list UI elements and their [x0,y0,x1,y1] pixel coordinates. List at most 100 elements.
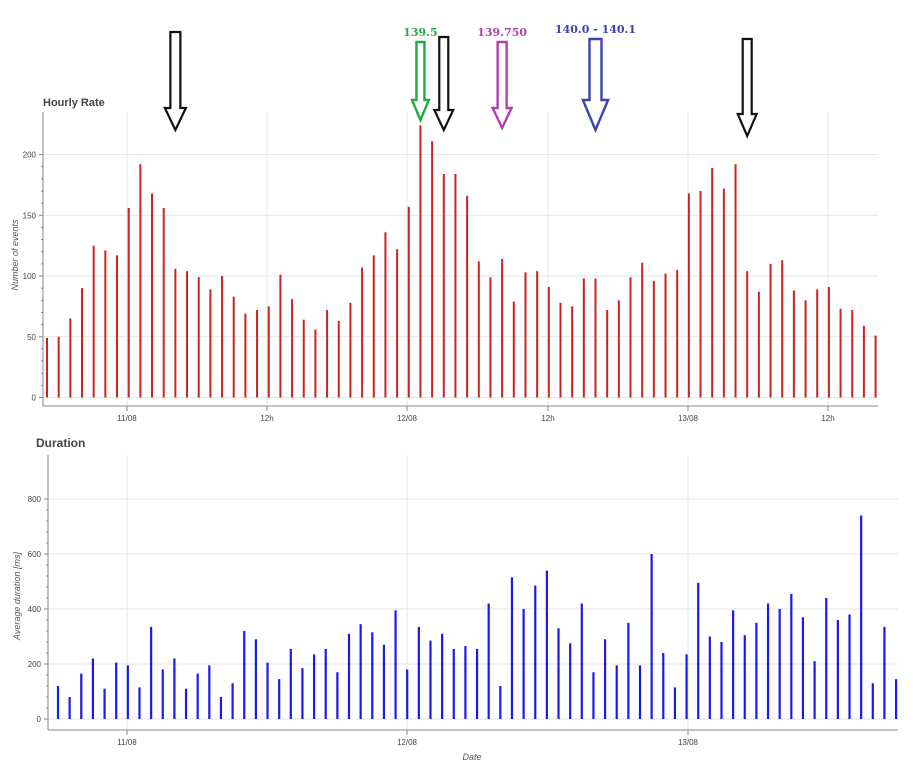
y-tick-label: 50 [27,333,36,342]
bar [839,308,842,398]
duration-y-ticks: 0 200 400 600 800 [28,495,48,724]
bar [68,697,71,719]
bar [464,646,467,719]
bar [209,289,212,398]
bar [804,300,807,398]
bar [256,310,259,398]
bar [279,274,282,398]
annotation-label: 139.750 [477,26,527,39]
bar [57,336,60,398]
y-tick-label: 200 [23,151,37,160]
bar [557,628,560,719]
bar [545,570,548,719]
bar [571,306,574,398]
bar [196,673,199,719]
bar [734,164,737,398]
bar [46,337,48,398]
y-tick-label: 100 [23,272,37,281]
annotation-label: 139.5 [403,26,437,39]
bar [150,626,153,719]
bar [81,288,84,398]
x-tick-label: 12/08 [397,738,418,747]
hourly-rate-y-label: Number of events [10,219,20,291]
annotation-arrow [581,37,610,134]
bar [349,302,352,398]
bar [417,626,420,719]
y-tick-label: 600 [28,550,42,559]
bar [289,648,292,719]
bar [755,622,758,719]
bar [510,577,514,719]
bar [266,662,269,719]
bar [372,255,375,398]
bar [291,299,294,398]
bar [371,632,374,719]
bar [862,325,865,398]
bar [781,260,784,398]
bar [790,593,793,719]
y-tick-label: 200 [28,660,42,669]
bar [127,207,130,398]
bar [711,167,714,398]
bar [641,262,644,398]
bar [243,631,246,719]
bar [697,582,700,719]
bar [161,669,164,719]
bar [722,188,725,398]
x-tick-label: 13/08 [678,738,699,747]
bar [208,665,211,719]
y-tick-label: 0 [32,393,37,402]
hourly-rate-title: Hourly Rate [43,97,105,109]
bar [174,268,177,398]
bar [56,686,60,719]
bar [615,665,618,719]
bar [197,277,200,398]
bar [69,318,72,398]
bar [522,609,525,719]
bar [894,679,898,719]
bar [80,673,83,719]
bar [407,206,410,398]
bar [524,272,527,398]
bar [580,603,583,719]
bar [431,141,434,398]
bar [116,255,119,398]
duration-chart: Duration 0 200 400 600 800 11/08 12/08 13/08 A… [12,436,898,762]
bar [606,310,609,398]
bar [871,683,874,719]
annotation-label: 140.0 - 140.1 [555,23,636,36]
bar [441,633,444,719]
bar [231,683,234,719]
bar [676,269,679,398]
bar [592,672,595,719]
bar [766,603,770,719]
bar [151,193,154,398]
x-tick-label: 11/08 [117,414,137,423]
hourly-rate-y-ticks: 0 50 100 150 200 [23,151,43,402]
bar [419,125,422,398]
bar [848,614,851,719]
bar [629,277,632,398]
y-tick-label: 800 [28,495,42,504]
bar [499,686,502,719]
bar [184,688,188,719]
x-tick-label: 12/08 [397,414,418,423]
bar [769,263,772,398]
bar [302,319,305,398]
bar [92,245,95,398]
bar [757,291,760,398]
bar [138,687,141,719]
bar [617,300,620,398]
bar [687,193,690,398]
annotation-arrow [163,30,188,133]
bar [664,273,667,398]
bar [489,277,492,398]
bar [337,320,340,398]
x-tick-label: 11/08 [117,738,137,747]
bar [743,635,746,719]
bar [301,668,304,719]
bar [91,658,95,719]
bar [699,190,702,398]
bar [860,515,863,719]
bar [487,603,490,719]
